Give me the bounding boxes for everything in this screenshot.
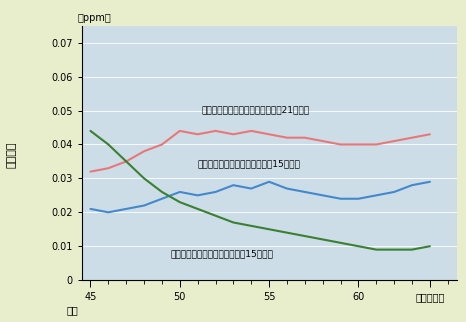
Text: （ppm）: （ppm） — [78, 13, 111, 23]
Text: 年平均値: 年平均値 — [7, 141, 17, 168]
Text: 二酸化窒素自動車排出ガス測定局21局平均: 二酸化窒素自動車排出ガス測定局21局平均 — [201, 105, 309, 114]
Text: 昭和: 昭和 — [66, 306, 78, 316]
Text: 二酸化硫黄一般環境大気測定局15局平均: 二酸化硫黄一般環境大気測定局15局平均 — [171, 249, 274, 258]
Text: 二酸化窒素一般環境大気測定局15局平均: 二酸化窒素一般環境大気測定局15局平均 — [198, 159, 301, 168]
